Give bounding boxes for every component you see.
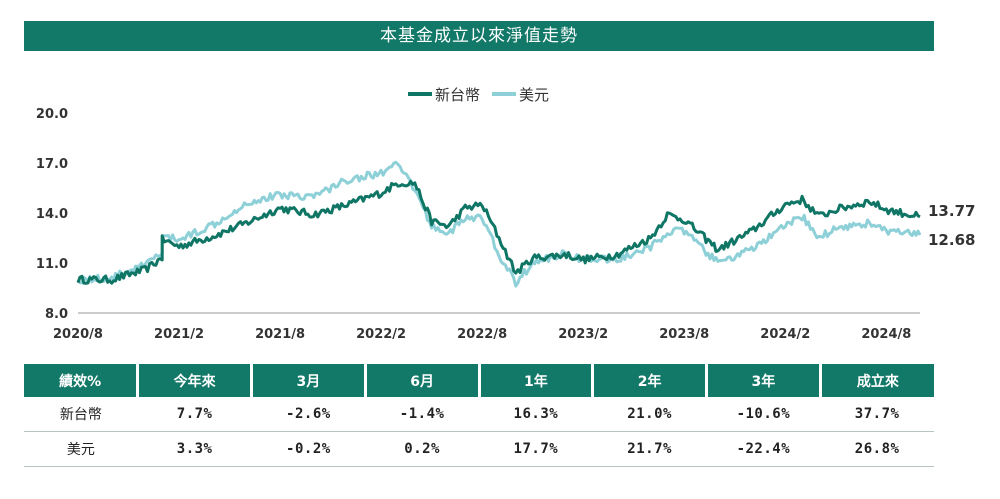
header-cell: 6月 bbox=[365, 364, 481, 397]
x-tick-label: 2024/8 bbox=[861, 327, 911, 342]
header-cell: 2年 bbox=[592, 364, 708, 397]
table-cell: 17.7% bbox=[479, 431, 593, 467]
table-cell: 21.7% bbox=[592, 431, 707, 467]
series-line-usd bbox=[76, 160, 922, 288]
table-cell: 37.7% bbox=[820, 397, 934, 432]
x-tick-label: 2023/2 bbox=[558, 327, 608, 342]
x-tick-label: 2021/2 bbox=[154, 327, 204, 342]
table-cell: 3.3% bbox=[137, 431, 252, 467]
table-row: 美元 3.3% -0.2% 0.2% 17.7% 21.7% -22.4% 26… bbox=[24, 431, 934, 467]
table-cell: 26.8% bbox=[820, 431, 934, 467]
header-cell: 今年來 bbox=[137, 364, 253, 397]
row-label: 美元 bbox=[24, 431, 138, 467]
table-cell: 7.7% bbox=[137, 397, 252, 432]
y-tick-label: 20.0 bbox=[36, 107, 68, 122]
table-row: 新台幣 7.7% -2.6% -1.4% 16.3% 21.0% -10.6% … bbox=[24, 397, 934, 432]
x-tick-label: 2022/2 bbox=[356, 327, 406, 342]
x-tick-label: 2021/8 bbox=[255, 327, 305, 342]
x-tick-label: 2020/8 bbox=[53, 327, 103, 342]
legend-label: 新台幣 bbox=[435, 86, 480, 104]
x-tick-label: 2023/8 bbox=[659, 327, 709, 342]
table-cell: -10.6% bbox=[706, 397, 821, 432]
x-tick-label: 2022/8 bbox=[457, 327, 507, 342]
header-cell: 1年 bbox=[479, 364, 595, 397]
end-value-label: 12.68 bbox=[928, 231, 975, 249]
table-cell: -0.2% bbox=[251, 431, 366, 467]
end-value-label: 13.77 bbox=[928, 202, 975, 220]
table-cell: -1.4% bbox=[365, 397, 479, 432]
table-cell: -22.4% bbox=[706, 431, 821, 467]
header-cell: 3年 bbox=[706, 364, 822, 397]
table-cell: -2.6% bbox=[251, 397, 366, 432]
table-cell: 21.0% bbox=[592, 397, 707, 432]
table-cell: 0.2% bbox=[365, 431, 479, 467]
series-line-twd bbox=[76, 179, 921, 285]
table-header-row: 績效% 今年來 3月 6月 1年 2年 3年 成立來 bbox=[24, 364, 934, 397]
header-cell: 成立來 bbox=[820, 364, 934, 397]
y-tick-label: 14.0 bbox=[36, 207, 68, 222]
table-cell: 16.3% bbox=[479, 397, 593, 432]
performance-table: 績效% 今年來 3月 6月 1年 2年 3年 成立來 新台幣 7.7% -2.6… bbox=[24, 364, 934, 467]
header-cell: 績效% bbox=[24, 364, 140, 397]
y-tick-label: 17.0 bbox=[36, 157, 68, 172]
legend-label: 美元 bbox=[519, 86, 549, 104]
row-label: 新台幣 bbox=[24, 397, 138, 432]
y-tick-label: 8.0 bbox=[45, 307, 68, 322]
y-tick-label: 11.0 bbox=[36, 257, 68, 272]
nav-line-chart: 20.0 17.0 14.0 11.0 8.0 2020/8 2021/2 2021/8 202… bbox=[36, 86, 976, 342]
chart-title: 本基金成立以來淨值走勢 bbox=[24, 21, 934, 51]
header-cell: 3月 bbox=[251, 364, 367, 397]
x-tick-label: 2024/2 bbox=[760, 327, 810, 342]
